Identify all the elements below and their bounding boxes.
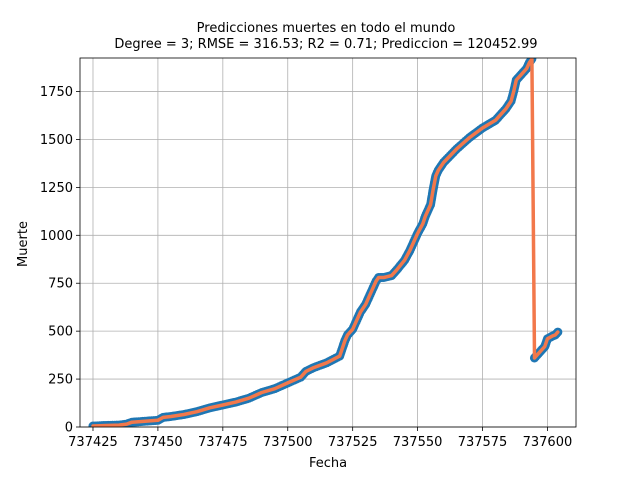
y-tick-label: 1500 [40, 133, 73, 148]
x-tick-label: 737450 [133, 435, 183, 450]
x-tick-label: 737600 [523, 435, 573, 450]
x-tick-label: 737525 [328, 435, 378, 450]
x-axis-label: Fecha [309, 456, 347, 471]
x-tick-label: 737425 [68, 435, 118, 450]
x-tick-label: 737475 [198, 435, 248, 450]
chart-title: Predicciones muertes en todo el mundo [197, 21, 456, 36]
y-tick-label: 1250 [40, 181, 73, 196]
axes-frame [79, 57, 577, 428]
y-tick-label: 250 [48, 373, 73, 388]
prediction-line [91, 58, 560, 427]
axis-ticks: 737425 737450 737475 737500 737525 737550 7375… [40, 85, 572, 450]
x-tick-label: 737575 [458, 435, 508, 450]
y-axis-label: Muerte [16, 221, 31, 267]
y-tick-label: 750 [48, 277, 73, 292]
plot-clipped-group [88, 58, 563, 427]
axes-spines [79, 57, 577, 428]
plot-area [88, 58, 563, 427]
y-tick-label: 1000 [40, 229, 73, 244]
y-tick-label: 500 [48, 325, 73, 340]
x-tick-label: 737500 [263, 435, 313, 450]
chart-subtitle: Degree = 3; RMSE = 316.53; R2 = 0.71; Pr… [114, 37, 537, 52]
y-tick-label: 0 [65, 421, 73, 436]
x-tick-label: 737550 [393, 435, 443, 450]
y-tick-label: 1750 [40, 85, 73, 100]
